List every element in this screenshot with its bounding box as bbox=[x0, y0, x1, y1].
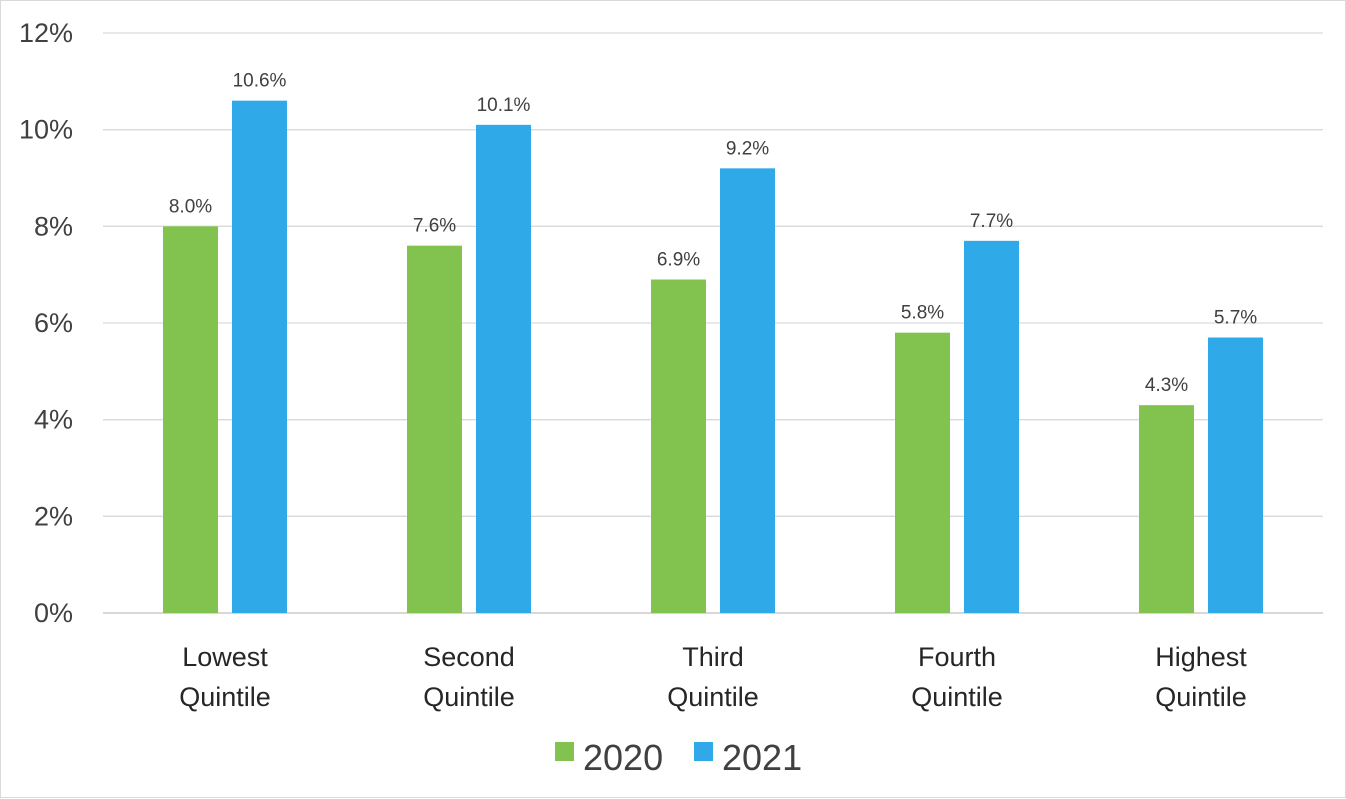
bar-2020-4 bbox=[1139, 405, 1194, 613]
bar-2021-4 bbox=[1208, 337, 1263, 613]
bar-2020-1 bbox=[407, 245, 462, 613]
category-label: Quintile bbox=[1155, 682, 1247, 712]
bar-2020-2 bbox=[651, 279, 706, 613]
y-tick-label: 4% bbox=[34, 405, 73, 435]
category-label: Quintile bbox=[179, 682, 271, 712]
y-tick-label: 2% bbox=[34, 501, 73, 531]
data-label: 10.6% bbox=[233, 71, 287, 92]
data-label: 7.7% bbox=[970, 211, 1013, 232]
bar-2021-3 bbox=[964, 240, 1019, 614]
data-label: 4.3% bbox=[1145, 375, 1188, 396]
y-tick-label: 12% bbox=[19, 18, 73, 48]
bar-2021-2 bbox=[720, 168, 775, 614]
category-label: Fourth bbox=[918, 642, 996, 672]
data-label: 5.8% bbox=[901, 303, 944, 324]
data-label: 9.2% bbox=[726, 138, 769, 159]
category-label: Quintile bbox=[667, 682, 759, 712]
category-label: Second bbox=[423, 642, 515, 672]
y-tick-label: 8% bbox=[34, 211, 73, 241]
category-label: Highest bbox=[1155, 642, 1247, 672]
y-tick-label: 6% bbox=[34, 308, 73, 338]
legend-swatch-2020 bbox=[555, 742, 574, 761]
data-label: 8.0% bbox=[169, 196, 212, 217]
y-tick-label: 10% bbox=[19, 115, 73, 145]
category-label: Third bbox=[682, 642, 744, 672]
category-label: Quintile bbox=[911, 682, 1003, 712]
data-label: 7.6% bbox=[413, 216, 456, 237]
bar-2021-1 bbox=[476, 124, 531, 613]
data-label: 5.7% bbox=[1214, 308, 1257, 329]
legend-label: 2020 bbox=[583, 737, 663, 778]
data-label: 10.1% bbox=[477, 95, 531, 116]
legend-swatch-2021 bbox=[694, 742, 713, 761]
bar-2020-0 bbox=[163, 226, 218, 614]
category-label: Quintile bbox=[423, 682, 515, 712]
data-label: 6.9% bbox=[657, 250, 700, 271]
bar-2020-3 bbox=[895, 332, 950, 613]
legend-label: 2021 bbox=[722, 737, 802, 778]
y-tick-label: 0% bbox=[34, 598, 73, 628]
bar-2021-0 bbox=[232, 100, 287, 613]
category-label: Lowest bbox=[182, 642, 268, 672]
